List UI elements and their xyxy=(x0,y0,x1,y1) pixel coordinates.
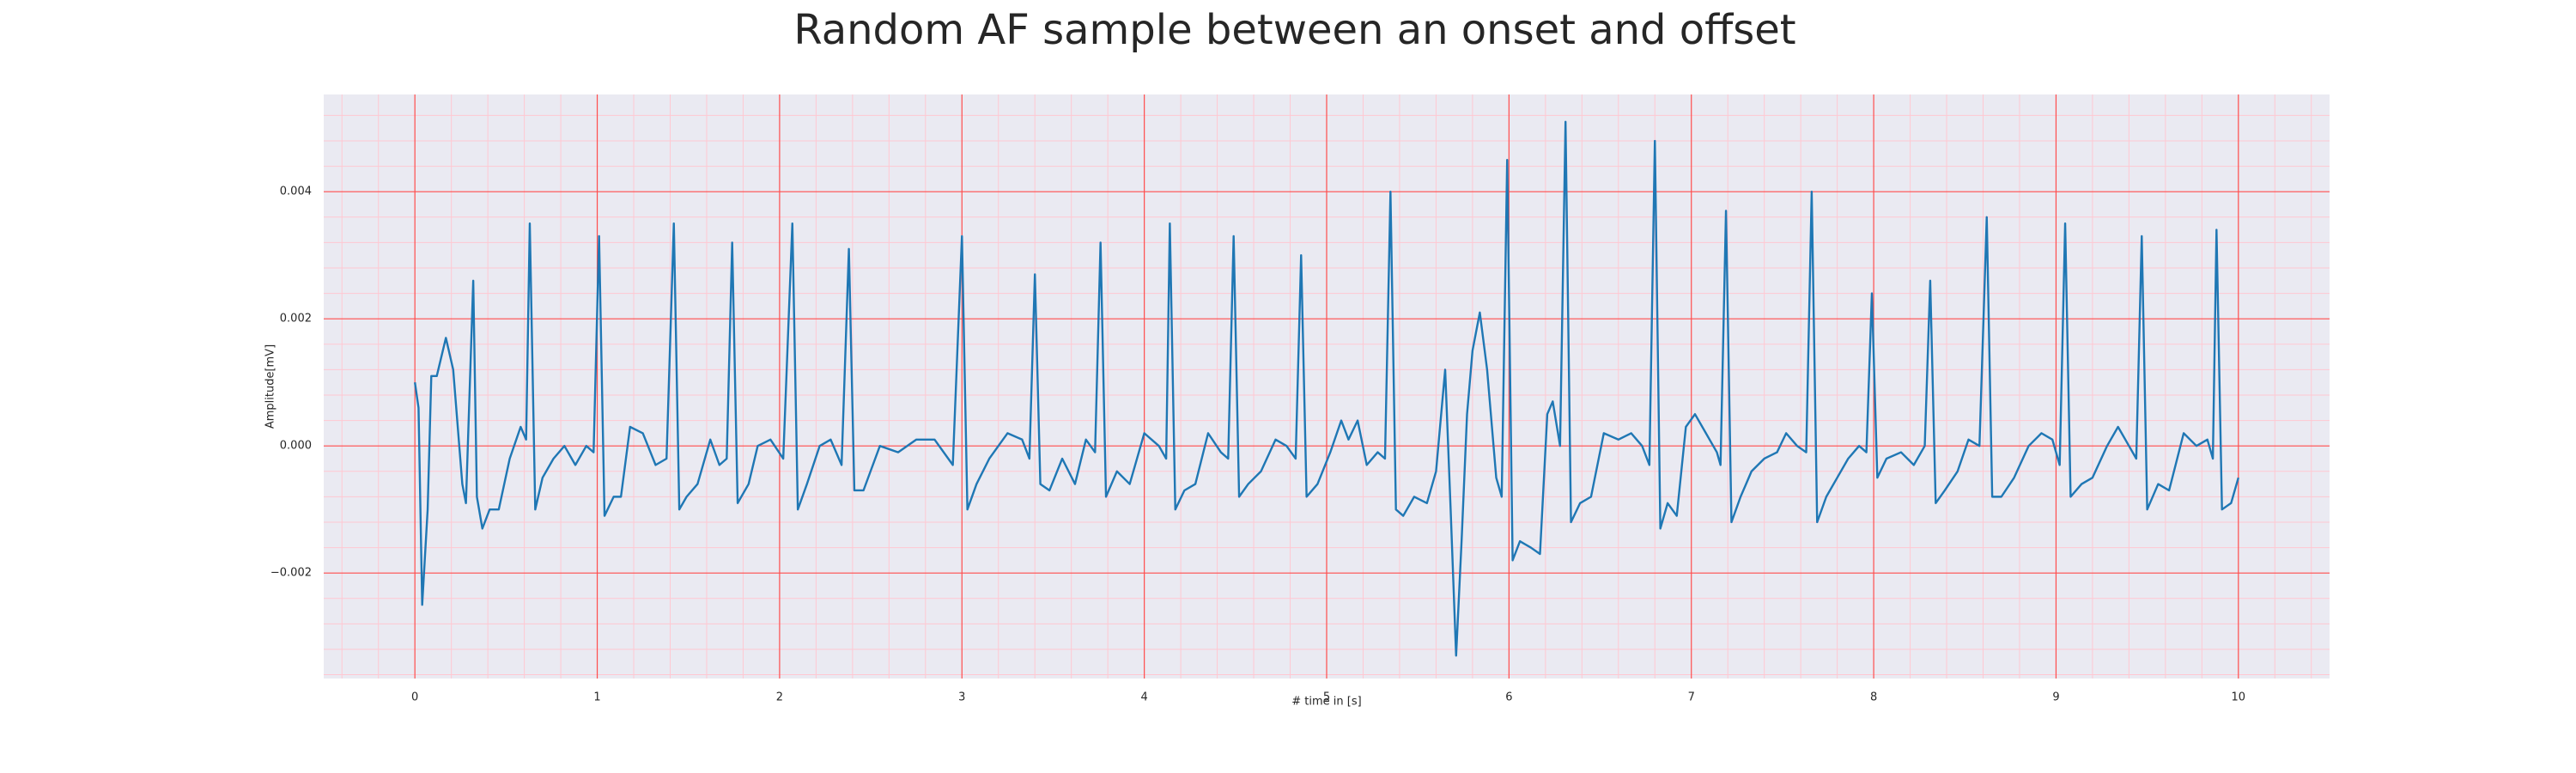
chart-title: Random AF sample between an onset and of… xyxy=(793,6,1795,54)
x-tick-label: 10 xyxy=(2232,691,2246,704)
line-series xyxy=(413,120,2239,657)
x-tick-label: 6 xyxy=(1505,691,1512,704)
y-axis-label: Amplitude[mV] xyxy=(264,344,277,429)
x-tick-label: 7 xyxy=(1688,691,1695,704)
x-tick-label: 9 xyxy=(2052,691,2059,704)
y-tick-label: −0.002 xyxy=(270,567,312,580)
x-tick-label: 3 xyxy=(958,691,965,704)
x-tick-label: 0 xyxy=(411,691,418,704)
x-tick-label: 4 xyxy=(1140,691,1147,704)
x-tick-label: 5 xyxy=(1323,691,1330,704)
y-tick-label: 0.002 xyxy=(280,313,312,326)
y-tick-label: 0.004 xyxy=(280,186,312,198)
x-tick-label: 8 xyxy=(1870,691,1877,704)
x-axis-label: # time in [s] xyxy=(1291,696,1361,709)
x-tick-label: 2 xyxy=(776,691,783,704)
y-tick-label: 0.000 xyxy=(280,440,312,453)
x-tick-label: 1 xyxy=(593,691,600,704)
